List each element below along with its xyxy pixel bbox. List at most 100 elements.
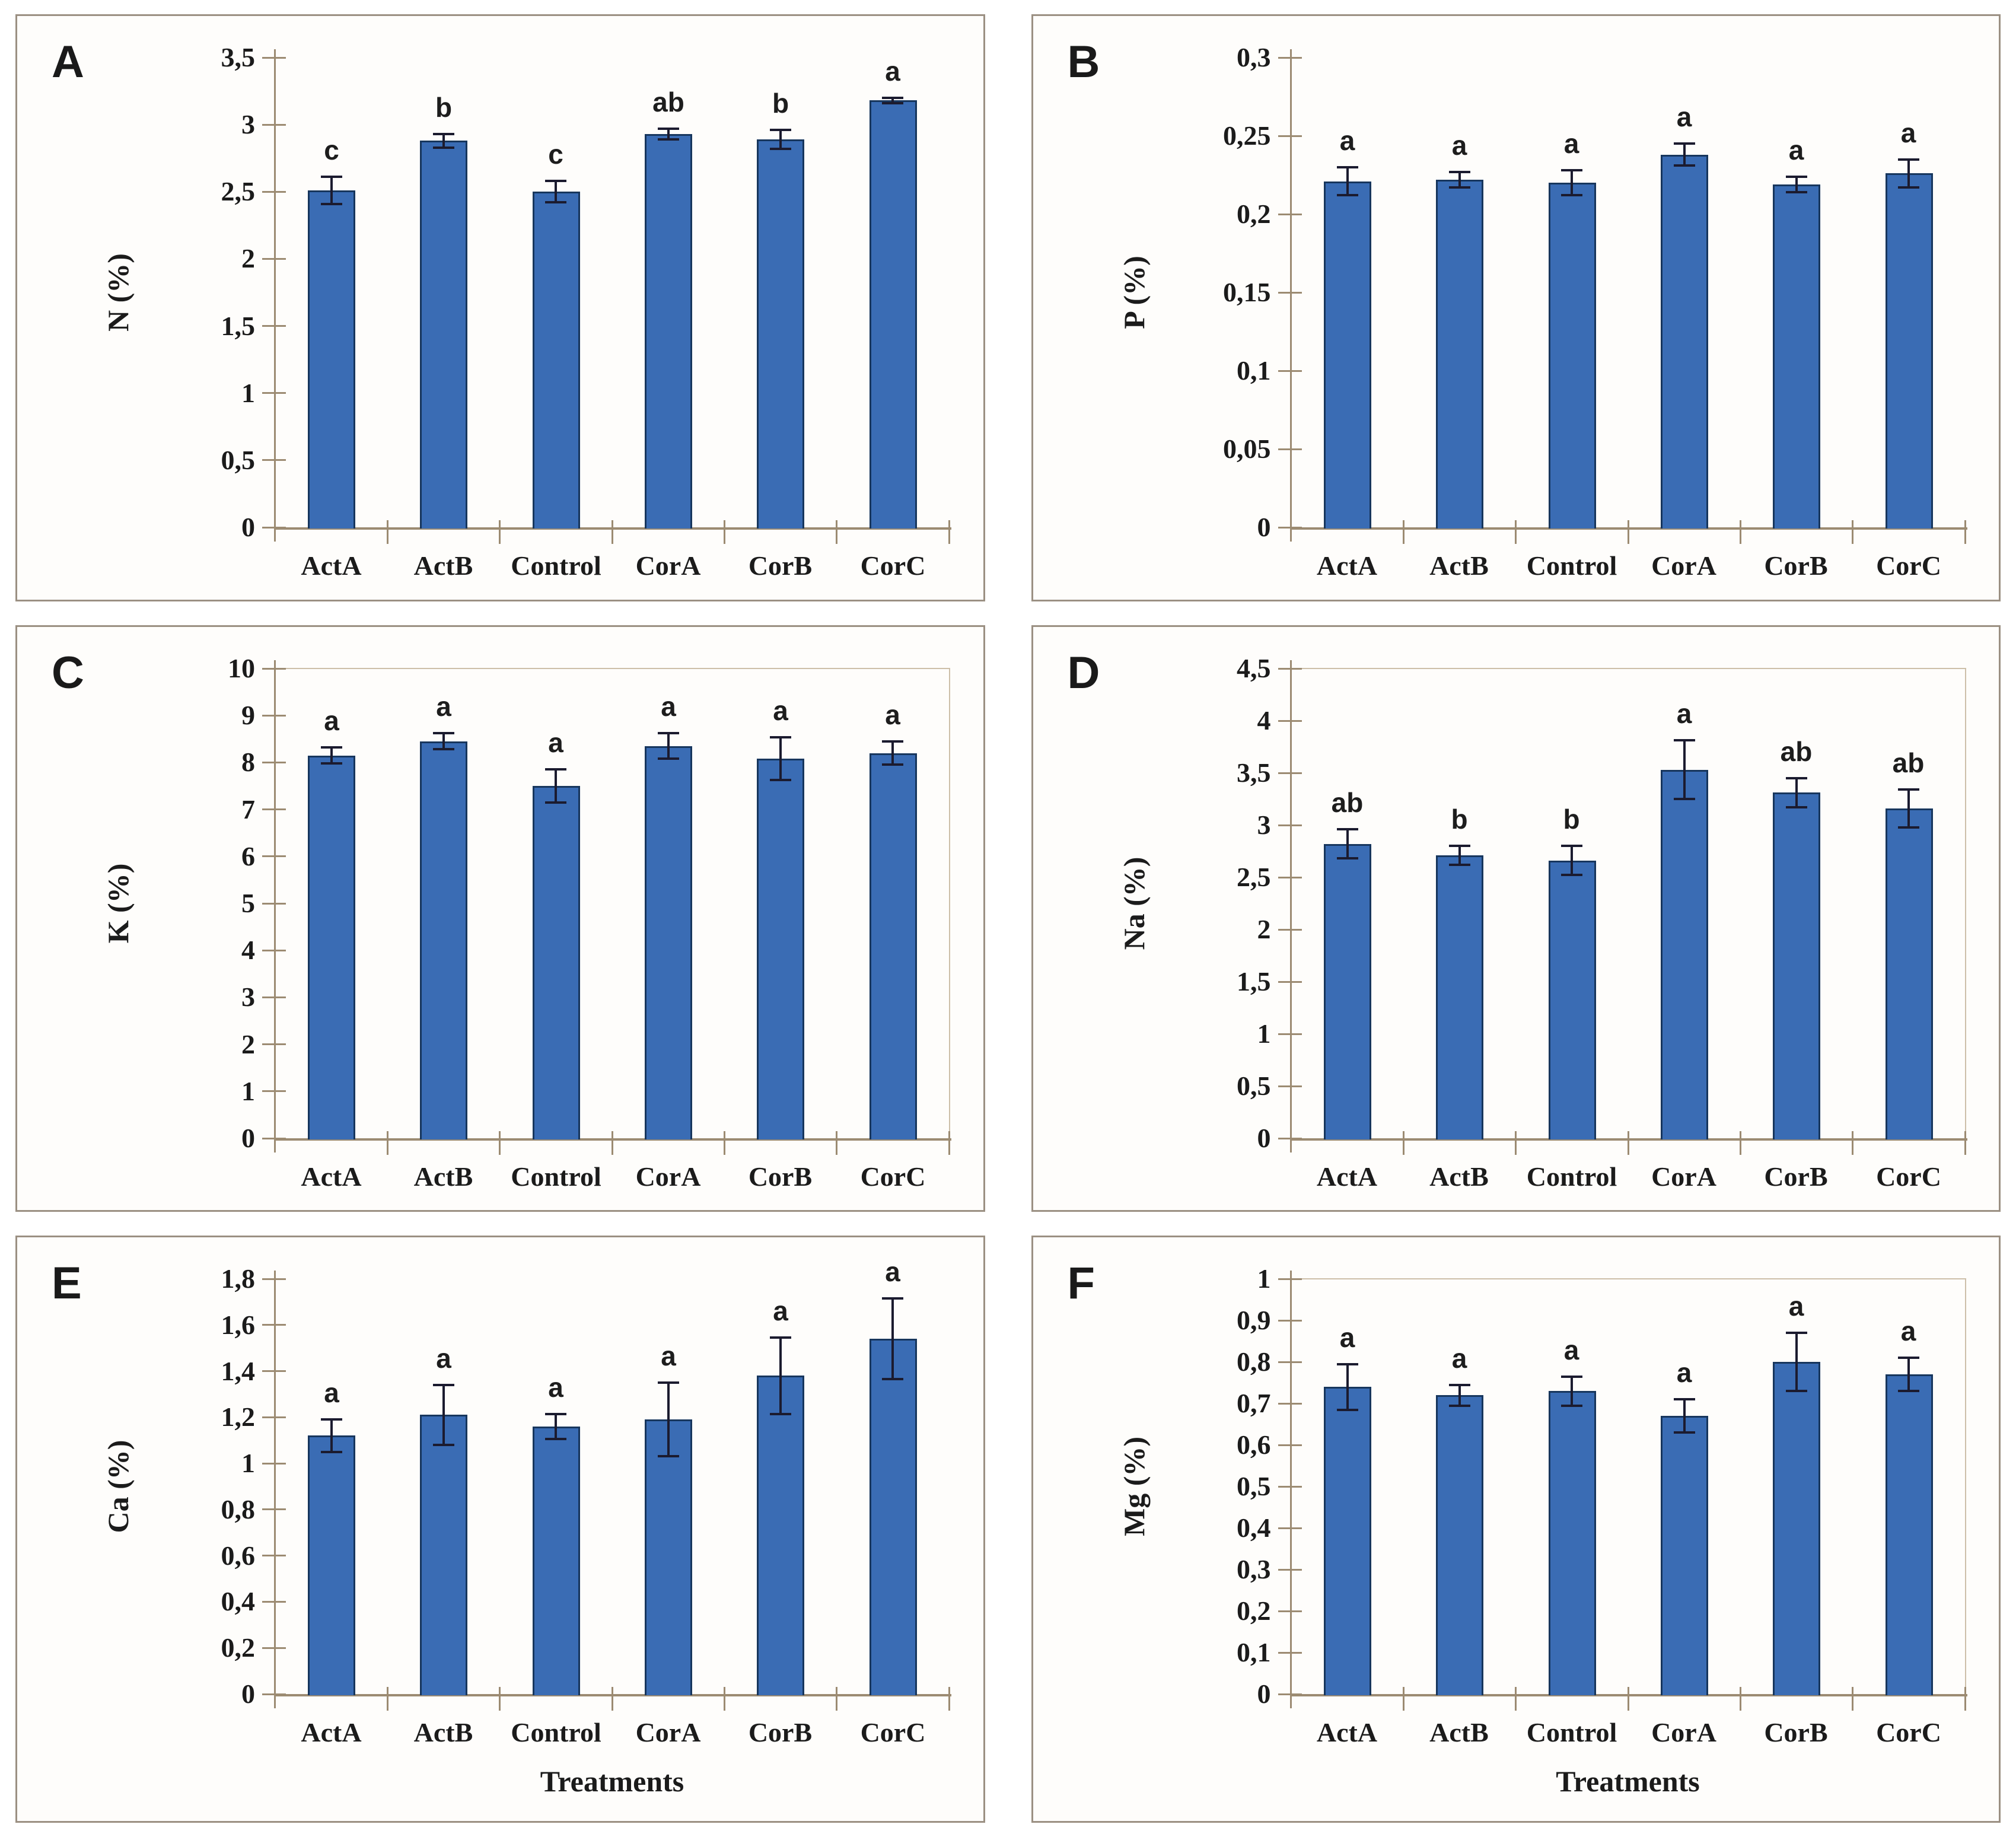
sig-letter: a bbox=[1563, 128, 1579, 159]
bar bbox=[1660, 769, 1708, 1139]
y-tick bbox=[262, 124, 286, 126]
bar bbox=[533, 785, 580, 1139]
y-tick-label: 3 bbox=[241, 981, 255, 1012]
bar bbox=[420, 141, 467, 529]
error-bar-cap-bottom bbox=[1673, 164, 1695, 167]
error-bar bbox=[1683, 740, 1686, 799]
category-label: CorC bbox=[1876, 1717, 1941, 1748]
y-tick bbox=[1278, 1610, 1302, 1613]
error-bar-cap-top bbox=[321, 746, 342, 749]
x-tick bbox=[499, 1131, 501, 1155]
error-bar-cap-top bbox=[882, 1297, 903, 1300]
y-tick bbox=[1278, 448, 1302, 450]
error-bar-cap-bottom bbox=[1560, 1405, 1582, 1408]
error-bar-cap-top bbox=[1785, 776, 1807, 779]
error-bar-cap-bottom bbox=[770, 148, 791, 150]
error-bar-cap-bottom bbox=[882, 1378, 903, 1381]
y-axis-line bbox=[1289, 660, 1292, 1152]
y-tick bbox=[262, 1370, 286, 1373]
category-label: Control bbox=[1526, 1161, 1617, 1192]
category-label: ActA bbox=[1316, 1161, 1378, 1192]
category-label: ActA bbox=[1316, 1717, 1378, 1748]
y-tick bbox=[262, 1090, 286, 1092]
sig-letter: c bbox=[548, 139, 563, 170]
y-tick-label: 1 bbox=[241, 378, 255, 408]
x-tick bbox=[724, 1687, 725, 1711]
sig-letter: b bbox=[1563, 803, 1580, 835]
y-tick bbox=[262, 1463, 286, 1465]
x-tick bbox=[612, 1687, 613, 1711]
chart-na-percent: Na (%) 0 0,5 1 1,5 2 2,5 3 3,5 4 4,5 ab ActA b ActB b Co… bbox=[1033, 627, 1999, 1211]
y-tick bbox=[1278, 57, 1302, 59]
category-label: ActB bbox=[1429, 550, 1489, 581]
error-bar bbox=[1346, 1364, 1349, 1411]
bar bbox=[870, 100, 917, 529]
x-tick bbox=[1739, 1687, 1741, 1711]
sig-letter: a bbox=[1339, 1322, 1355, 1354]
sig-letter: b bbox=[772, 88, 789, 119]
panel-d: D Na (%) 0 0,5 1 1,5 2 2,5 3 3,5 4 4,5 ab ActA b ActB b… bbox=[1031, 625, 2001, 1212]
error-bar-cap-bottom bbox=[882, 763, 903, 766]
y-tick bbox=[1278, 876, 1302, 878]
x-tick bbox=[1514, 1687, 1517, 1711]
error-bar-cap-top bbox=[1785, 1332, 1807, 1335]
error-bar-cap-bottom bbox=[1336, 857, 1358, 859]
y-axis-line bbox=[274, 660, 276, 1152]
category-label: ActB bbox=[413, 550, 473, 581]
bar bbox=[870, 753, 917, 1139]
y-tick-label: 2 bbox=[241, 1029, 255, 1059]
sig-letter: a bbox=[548, 1372, 563, 1403]
y-tick-label: 0,15 bbox=[1223, 277, 1271, 307]
error-bar-cap-bottom bbox=[1448, 186, 1470, 189]
category-label: CorC bbox=[1876, 550, 1941, 581]
error-bar bbox=[1570, 1377, 1573, 1406]
y-tick-label: 0 bbox=[1257, 1122, 1271, 1153]
error-bar-cap-top bbox=[1897, 158, 1919, 161]
y-tick bbox=[262, 527, 286, 529]
y-tick bbox=[1278, 1569, 1302, 1571]
error-bar-cap-top bbox=[1336, 1363, 1358, 1366]
error-bar-cap-top bbox=[1336, 166, 1358, 168]
category-label: CorC bbox=[860, 550, 926, 581]
x-axis-line bbox=[1291, 1138, 1967, 1141]
y-tick bbox=[262, 1043, 286, 1045]
y-tick-label: 3,5 bbox=[221, 42, 256, 72]
y-tick-label: 1 bbox=[1257, 1263, 1271, 1294]
error-bar-cap-bottom bbox=[770, 778, 791, 781]
y-tick-label: 0,1 bbox=[1237, 1637, 1271, 1668]
y-tick-label: 0,5 bbox=[1237, 1070, 1271, 1101]
sig-letter: a bbox=[1339, 125, 1355, 156]
category-label: Control bbox=[1526, 1717, 1617, 1748]
sig-letter: b bbox=[435, 92, 453, 123]
x-tick bbox=[1739, 520, 1741, 544]
error-bar-cap-bottom bbox=[1897, 186, 1919, 189]
error-bar-cap-bottom bbox=[321, 762, 342, 765]
error-bar bbox=[1907, 160, 1910, 188]
bar bbox=[757, 1376, 804, 1696]
sig-letter: a bbox=[1676, 698, 1692, 729]
error-bar-cap-top bbox=[1560, 1376, 1582, 1378]
y-tick-label: 0,3 bbox=[1237, 1554, 1271, 1585]
y-tick bbox=[262, 996, 286, 998]
panel-f: F Mg (%) 0 0,1 0,2 0,3 0,4 0,5 0,6 0,7 0,8 0,9 1 a Ac… bbox=[1031, 1236, 2001, 1823]
x-tick bbox=[1964, 1131, 1966, 1155]
x-tick bbox=[387, 520, 388, 544]
y-axis-line bbox=[274, 49, 276, 542]
x-tick bbox=[1402, 1131, 1404, 1155]
y-tick bbox=[262, 1137, 286, 1139]
y-tick bbox=[262, 855, 286, 857]
error-bar-cap-top bbox=[1785, 176, 1807, 178]
error-bar-cap-bottom bbox=[433, 747, 454, 750]
y-tick bbox=[1278, 292, 1302, 294]
error-bar-cap-top bbox=[770, 129, 791, 131]
category-label: CorC bbox=[860, 1717, 926, 1748]
y-tick bbox=[262, 1324, 286, 1326]
y-tick-label: 0,1 bbox=[1237, 355, 1271, 386]
y-tick bbox=[262, 1278, 286, 1281]
category-label: CorB bbox=[748, 1161, 813, 1192]
panel-letter-b: B bbox=[1067, 37, 1100, 87]
y-tick-label: 0,7 bbox=[1237, 1388, 1271, 1419]
error-bar bbox=[891, 1298, 894, 1380]
error-bar-cap-top bbox=[1448, 171, 1470, 173]
error-bar-cap-top bbox=[882, 97, 903, 99]
